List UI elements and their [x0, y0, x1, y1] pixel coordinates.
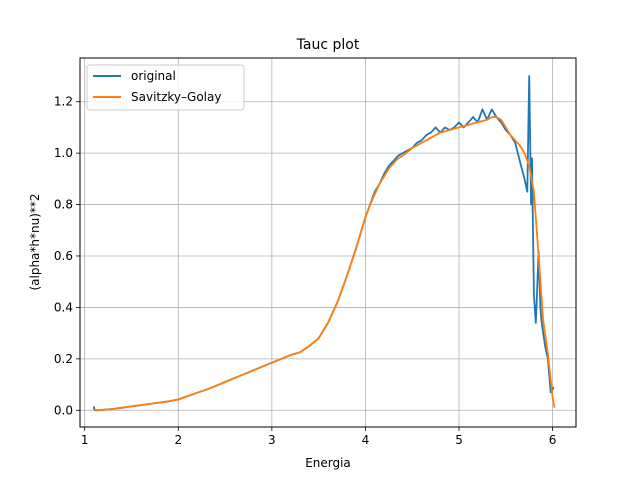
y-tick-label: 0.0 — [54, 403, 73, 417]
plot-frame — [79, 57, 577, 428]
x-tick-label: 4 — [362, 433, 370, 447]
ticks: 1 2 3 4 5 6 0.0 0.2 0.4 0.6 0.8 1.0 1.2 — [54, 95, 557, 447]
series-line-savitzky-golay — [93, 116, 556, 412]
x-axis-label: Energia — [305, 456, 351, 470]
x-tick-label: 6 — [549, 433, 557, 447]
legend-label-savitzky-golay: Savitzky–Golay — [131, 90, 221, 104]
y-axis-label: (alpha*h*nu)**2 — [28, 193, 42, 290]
y-tick-label: 0.4 — [54, 300, 73, 314]
series-layer — [93, 75, 556, 412]
grid — [80, 58, 576, 427]
chart-title: Tauc plot — [296, 37, 360, 53]
y-tick-label: 0.8 — [54, 198, 73, 212]
x-tick-label: 2 — [174, 433, 182, 447]
legend: original Savitzky–Golay — [86, 64, 245, 111]
legend-box — [86, 64, 245, 111]
y-tick-label: 0.6 — [54, 249, 73, 263]
y-tick-label: 0.2 — [54, 352, 73, 366]
x-tick-label: 1 — [81, 433, 89, 447]
legend-label-original: original — [131, 69, 176, 83]
y-tick-label: 1.2 — [54, 95, 73, 109]
y-tick-label: 1.0 — [54, 146, 73, 160]
x-tick-label: 5 — [455, 433, 463, 447]
x-tick-label: 3 — [268, 433, 276, 447]
